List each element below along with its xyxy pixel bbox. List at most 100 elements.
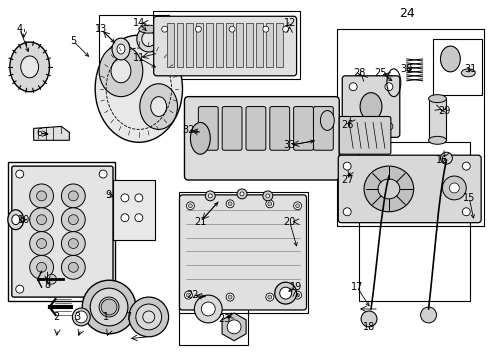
- FancyBboxPatch shape: [153, 16, 296, 76]
- Circle shape: [68, 239, 78, 248]
- Bar: [206, 23, 213, 67]
- Circle shape: [37, 215, 46, 225]
- Ellipse shape: [194, 295, 222, 323]
- Bar: [113, 180, 154, 239]
- Circle shape: [61, 231, 85, 255]
- Ellipse shape: [427, 95, 446, 103]
- Circle shape: [240, 192, 244, 196]
- Circle shape: [237, 189, 246, 199]
- Ellipse shape: [377, 179, 399, 199]
- Text: 24: 24: [398, 7, 414, 20]
- Ellipse shape: [10, 42, 49, 92]
- Text: 2: 2: [53, 312, 60, 322]
- Text: 25: 25: [374, 68, 386, 78]
- Text: 15: 15: [462, 193, 474, 203]
- Ellipse shape: [99, 297, 119, 317]
- Circle shape: [162, 26, 167, 32]
- Text: 26: 26: [340, 121, 353, 130]
- Ellipse shape: [136, 304, 162, 330]
- Ellipse shape: [150, 96, 166, 117]
- Circle shape: [225, 200, 234, 208]
- Ellipse shape: [82, 280, 136, 334]
- Ellipse shape: [460, 69, 474, 77]
- Circle shape: [228, 202, 232, 206]
- Text: 16: 16: [435, 155, 447, 165]
- Circle shape: [37, 239, 46, 248]
- Circle shape: [420, 307, 436, 323]
- Text: 8: 8: [44, 280, 50, 290]
- Circle shape: [61, 184, 85, 208]
- Circle shape: [121, 194, 129, 202]
- Text: 1: 1: [103, 312, 109, 322]
- Text: 6: 6: [37, 129, 42, 138]
- Circle shape: [293, 291, 301, 299]
- Text: 4: 4: [17, 24, 23, 34]
- Circle shape: [75, 311, 87, 323]
- Bar: [358, 142, 469, 301]
- Circle shape: [225, 293, 234, 301]
- Text: 14: 14: [132, 18, 144, 28]
- Circle shape: [61, 208, 85, 231]
- Circle shape: [282, 26, 288, 32]
- Text: 9: 9: [105, 190, 111, 200]
- Circle shape: [348, 83, 356, 91]
- Circle shape: [99, 170, 107, 178]
- Ellipse shape: [201, 302, 215, 316]
- FancyBboxPatch shape: [269, 107, 289, 150]
- Circle shape: [61, 255, 85, 279]
- FancyBboxPatch shape: [313, 107, 333, 150]
- Circle shape: [461, 208, 469, 216]
- Ellipse shape: [117, 44, 124, 54]
- FancyBboxPatch shape: [342, 76, 399, 137]
- Circle shape: [30, 184, 53, 208]
- Circle shape: [68, 262, 78, 272]
- FancyBboxPatch shape: [179, 195, 306, 310]
- FancyBboxPatch shape: [293, 107, 313, 150]
- Circle shape: [448, 183, 458, 193]
- Ellipse shape: [12, 215, 20, 225]
- Bar: [196, 23, 203, 67]
- Text: 12: 12: [283, 18, 295, 28]
- Ellipse shape: [440, 46, 459, 72]
- Ellipse shape: [279, 287, 291, 299]
- Circle shape: [228, 295, 232, 299]
- Circle shape: [343, 162, 350, 170]
- Bar: [432, 39, 481, 95]
- Bar: [255, 23, 263, 67]
- Circle shape: [263, 191, 272, 201]
- FancyBboxPatch shape: [184, 96, 339, 180]
- Text: 19: 19: [289, 282, 301, 292]
- Circle shape: [186, 202, 194, 210]
- Circle shape: [229, 26, 235, 32]
- Ellipse shape: [8, 210, 24, 230]
- FancyBboxPatch shape: [338, 155, 480, 223]
- Text: 23: 23: [218, 314, 230, 324]
- Circle shape: [195, 26, 201, 32]
- Circle shape: [265, 200, 273, 208]
- Circle shape: [461, 162, 469, 170]
- Text: 29: 29: [437, 105, 450, 116]
- Ellipse shape: [111, 59, 131, 83]
- Circle shape: [265, 293, 273, 301]
- Text: 5: 5: [70, 36, 76, 46]
- Text: 18: 18: [362, 322, 374, 332]
- Circle shape: [121, 214, 129, 222]
- Circle shape: [267, 295, 271, 299]
- Circle shape: [293, 202, 301, 210]
- Bar: [178, 192, 307, 313]
- Circle shape: [348, 122, 356, 130]
- Circle shape: [101, 299, 117, 315]
- Bar: [8, 162, 115, 301]
- Bar: [152, 11, 299, 79]
- Text: 10: 10: [18, 215, 30, 225]
- Bar: [178, 285, 247, 345]
- Circle shape: [384, 83, 392, 91]
- Circle shape: [188, 204, 192, 208]
- Text: 11: 11: [132, 53, 144, 63]
- Text: 27: 27: [340, 175, 353, 185]
- Circle shape: [99, 285, 107, 293]
- Circle shape: [360, 311, 376, 327]
- Circle shape: [186, 293, 190, 297]
- Circle shape: [16, 170, 24, 178]
- Ellipse shape: [320, 111, 334, 130]
